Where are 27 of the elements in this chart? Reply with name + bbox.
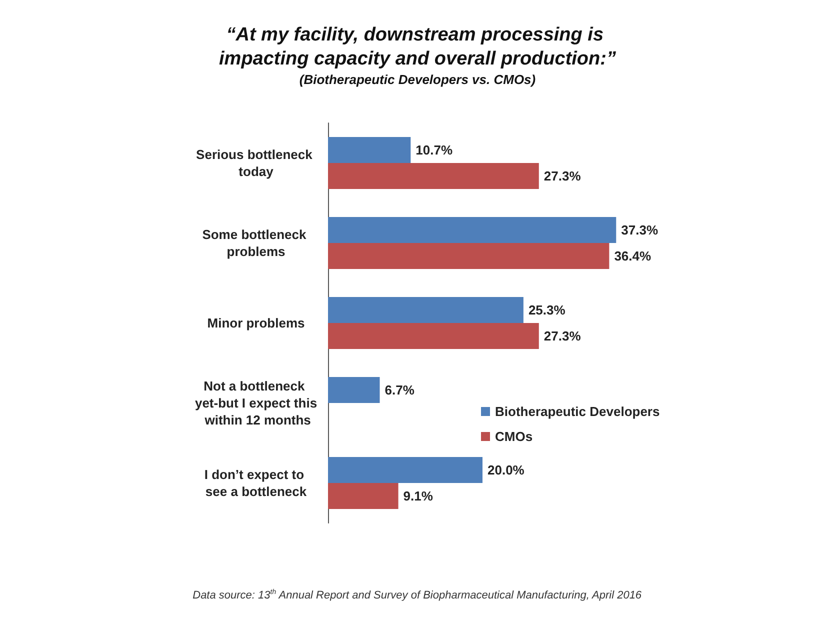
data-label: 27.3% xyxy=(544,168,582,184)
data-label: 25.3% xyxy=(528,302,566,318)
bar xyxy=(328,377,380,403)
y-tick-label: Not a bottleneck yet-but I expect this within 12 months xyxy=(194,378,318,428)
bar xyxy=(328,457,482,483)
bar xyxy=(328,323,539,349)
chart-subtitle: (Biotherapeutic Developers vs. CMOs) xyxy=(299,72,536,87)
y-tick-label: Serious bottleneck today xyxy=(196,147,316,179)
data-label: 9.1% xyxy=(403,488,434,504)
bar xyxy=(328,163,539,189)
y-tick-label: I don’t expect to see a bottleneck xyxy=(204,467,308,499)
data-label: 10.7% xyxy=(416,142,453,158)
data-label: 36.4% xyxy=(614,248,652,264)
data-label: 20.0% xyxy=(488,462,525,478)
data-label: 27.3% xyxy=(544,328,582,344)
y-tick-label: Minor problems xyxy=(207,316,305,330)
bar xyxy=(328,483,398,509)
legend-label: CMOs xyxy=(495,429,533,444)
bar xyxy=(328,297,524,323)
legend-label: Biotherapeutic Developers xyxy=(495,404,660,419)
bar xyxy=(328,243,610,269)
chart-title: “At my facility, downstream processing is impacting capacity and overall production:” xyxy=(219,24,616,70)
y-tick-label: Some bottleneck problems xyxy=(202,227,310,259)
bar xyxy=(328,217,616,243)
data-label: 37.3% xyxy=(621,222,658,238)
data-label: 6.7% xyxy=(384,382,415,398)
bar xyxy=(328,137,411,163)
